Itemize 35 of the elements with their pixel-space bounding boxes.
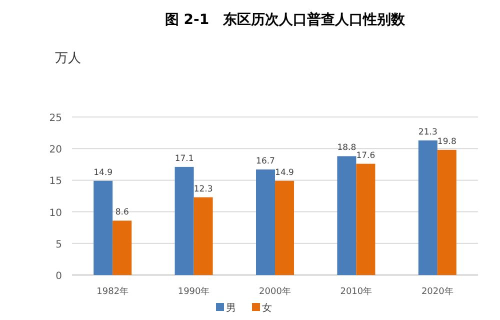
y-tick-label: 5	[56, 239, 62, 250]
data-label: 14.9	[275, 168, 294, 178]
x-tick-label: 2010年	[340, 286, 372, 297]
data-label: 8.6	[115, 208, 129, 218]
bar	[418, 140, 438, 275]
bar	[275, 180, 294, 275]
data-label: 21.3	[418, 127, 438, 138]
data-label: 14.9	[94, 168, 113, 178]
bar	[356, 164, 376, 275]
bar	[437, 150, 456, 275]
data-label: 17.6	[356, 150, 376, 161]
y-tick-label: 20	[49, 144, 62, 156]
legend-label: 女	[262, 302, 272, 314]
legend-label: 男	[226, 303, 236, 314]
y-tick-label: 25	[49, 113, 62, 124]
bar	[337, 156, 356, 275]
data-label: 17.1	[174, 154, 194, 164]
bar	[194, 197, 213, 275]
data-label: 18.8	[337, 143, 356, 154]
x-tick-label: 2020年	[421, 286, 454, 297]
y-tick-label: 15	[49, 176, 62, 188]
x-tick-label: 1982年	[96, 286, 129, 297]
y-tick-label: 10	[49, 208, 62, 219]
bar	[256, 169, 275, 275]
data-label: 19.8	[437, 136, 456, 147]
bar	[174, 166, 194, 275]
data-label: 16.7	[256, 156, 275, 166]
bar	[94, 180, 113, 275]
chart-title: 图 2-1 东区历次人口普查人口性别数	[164, 11, 406, 28]
y-axis-title: 万人	[55, 51, 81, 66]
y-tick-label: 0	[56, 271, 62, 282]
bar	[112, 220, 132, 275]
x-tick-label: 1990年	[178, 286, 210, 297]
data-label: 12.3	[194, 184, 213, 194]
x-tick-label: 2000年	[259, 286, 291, 297]
